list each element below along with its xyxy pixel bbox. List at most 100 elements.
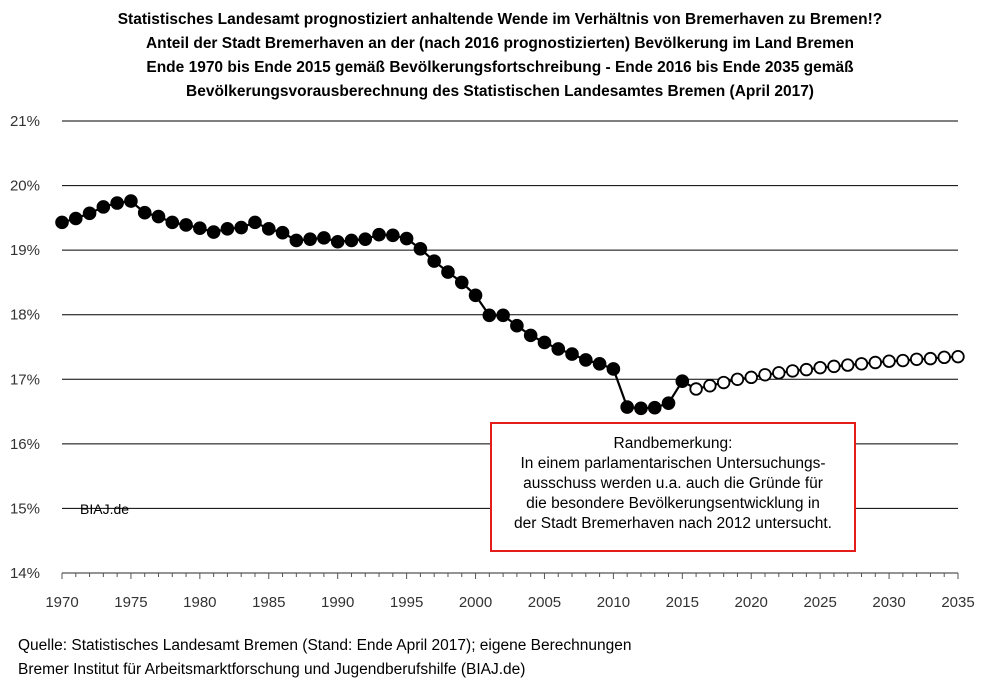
y-tick-label: 20% [10,178,40,195]
data-point-observed [137,205,152,220]
y-tick-label: 19% [10,242,40,259]
axes [61,572,959,579]
data-point-observed [427,254,441,268]
data-point-observed [468,288,483,303]
x-tick-label: 1980 [183,594,216,611]
data-point-observed [496,308,510,323]
data-point-forecast [758,368,772,382]
data-point-observed [523,328,538,343]
data-point-observed [441,265,455,279]
data-point-observed [234,220,248,235]
x-tick-label: 2025 [803,594,836,611]
y-tick-label: 18% [10,307,40,324]
data-point-observed [675,374,690,389]
data-point-observed [317,231,331,245]
x-tick-label: 2030 [872,594,905,611]
data-point-forecast [703,379,717,393]
data-point-observed [634,401,648,416]
x-tick-label: 2000 [459,594,492,611]
annotation-line: der Stadt Bremerhaven nach 2012 untersuc… [514,515,832,532]
x-tick-label: 2010 [597,594,630,611]
gridlines [62,120,958,509]
x-tick-label: 1975 [114,594,147,611]
chart-title: Statistisches Landesamt prognostiziert a… [0,8,1000,104]
data-point-forecast [689,382,703,396]
data-point-observed [579,353,593,367]
data-point-observed [372,227,386,242]
data-point-forecast [841,358,855,372]
series-points [55,194,965,416]
x-axis-tick-labels: 1970 1975 1980 1985 1990 1995 2000 2005 2010 2015… [45,594,974,611]
data-point-observed [248,215,262,230]
subtitle-line: Ende 1970 bis Ende 2015 gemäß Bevölkerun… [146,59,854,76]
source-line: Quelle: Statistisches Landesamt Bremen (… [18,637,632,654]
source-line: Bremer Institut für Arbeitsmarktforschun… [18,661,526,678]
data-point-observed [606,362,621,376]
data-point-forecast [744,370,758,385]
data-point-observed [510,318,524,333]
y-tick-label: 15% [10,500,40,517]
data-point-forecast [716,375,731,390]
data-point-observed [303,232,317,246]
data-point-observed [620,400,634,414]
data-point-observed [220,222,235,236]
y-tick-label: 17% [10,371,40,388]
data-point-observed [165,215,180,230]
data-point-observed [551,342,566,356]
data-point-forecast [937,350,951,365]
data-point-forecast [799,362,814,377]
x-tick-label: 2035 [941,594,974,611]
y-tick-label: 14% [10,565,40,582]
x-tick-label: 2005 [528,594,561,611]
annotation-line: ausschuss werden u.a. auch die Gründe fü… [523,475,823,492]
data-point-observed [193,221,207,235]
data-point-observed [68,211,83,226]
data-point-observed [537,335,552,350]
x-tick-label: 1985 [252,594,285,611]
data-point-forecast [951,349,965,364]
data-point-forecast [772,366,786,380]
data-point-observed [55,215,69,230]
x-tick-label: 1995 [390,594,423,611]
data-point-observed [413,242,428,256]
annotation-box: Randbemerkung: In einem parlamentarische… [490,422,856,552]
annotation-heading: Randbemerkung: [613,435,733,452]
y-axis-tick-labels: 14% 15% 16% 17% 18% 19% 20% 21% [10,113,40,582]
source-note: Quelle: Statistisches Landesamt Bremen (… [18,634,632,682]
data-point-observed [344,233,359,248]
data-point-observed [592,356,607,371]
data-point-forecast [827,359,841,374]
data-point-observed [647,400,662,415]
data-point-observed [330,234,345,249]
data-point-observed [110,196,124,210]
data-point-observed [386,228,400,243]
data-point-observed [289,233,304,248]
subtitle-line: Anteil der Stadt Bremerhaven an der (nac… [145,35,854,52]
data-point-observed [358,232,373,246]
data-point-observed [454,275,469,290]
data-point-observed [275,225,290,240]
x-tick-label: 1990 [321,594,354,611]
x-tick-label: 1970 [45,594,78,611]
data-point-observed [399,231,414,246]
data-point-observed [482,308,497,323]
data-point-observed [206,225,221,239]
y-tick-label: 16% [10,436,40,453]
subtitle-line: Bevölkerungsvorausberechnung des Statist… [186,83,814,100]
data-point-observed [96,200,111,214]
data-point-observed [124,194,138,208]
data-point-observed [261,222,276,236]
data-point-forecast [882,354,896,368]
data-point-forecast [785,364,800,378]
y-tick-label: 21% [10,113,40,130]
watermark-label: BIAJ.de [80,501,129,517]
data-point-observed [179,218,193,232]
data-point-forecast [813,360,827,375]
data-point-forecast [909,352,924,366]
data-point-forecast [868,355,882,370]
data-point-observed [565,347,579,361]
data-point-forecast [730,372,745,386]
annotation-line: In einem parlamentarischen Untersuchungs… [520,455,826,472]
data-point-forecast [896,353,910,368]
